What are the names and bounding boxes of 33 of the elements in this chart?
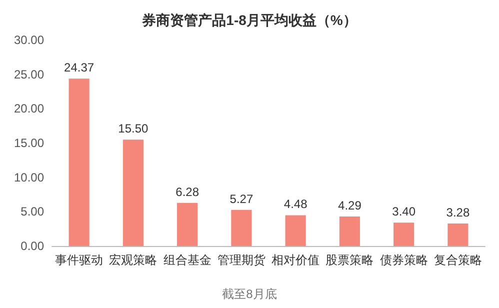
bar [231, 210, 252, 246]
data-label: 4.48 [284, 197, 308, 212]
x-tick-label: 股票策略 [326, 253, 374, 267]
chart-title: 券商资管产品1-8月平均收益（%） [141, 12, 357, 28]
y-tick-label: 30.00 [14, 33, 44, 47]
x-tick-label: 事件驱动 [55, 253, 104, 267]
bar [68, 78, 90, 246]
bar [339, 216, 360, 246]
bar [285, 215, 306, 246]
data-label: 4.29 [338, 198, 362, 213]
y-tick-label: 15.00 [14, 136, 44, 150]
y-tick-label: 0.00 [20, 239, 44, 253]
x-tick-label: 相对价值 [272, 253, 320, 267]
x-tick-label: 宏观策略 [109, 253, 158, 267]
x-tick-label: 管理期货 [217, 253, 266, 267]
x-tick-label: 复合策略 [434, 253, 482, 267]
x-tick-label: 债券策略 [380, 253, 428, 267]
data-label: 5.27 [230, 192, 254, 206]
text: 截至8月底 [222, 287, 277, 301]
data-label: 6.28 [176, 184, 200, 199]
data-label: 15.50 [118, 122, 149, 136]
bar [394, 222, 414, 246]
x-tick-label: 组合基金 [163, 253, 212, 267]
data-label: 3.28 [446, 205, 470, 220]
y-tick-label: 20.00 [14, 102, 44, 116]
bar [448, 223, 468, 246]
y-tick-label: 10.00 [14, 170, 44, 184]
data-label: 24.37 [64, 60, 94, 75]
y-tick-label: 5.00 [20, 204, 44, 219]
bar [122, 140, 144, 246]
y-tick-label: 25.00 [14, 67, 44, 82]
data-label: 3.40 [392, 204, 416, 219]
bar [177, 202, 198, 246]
